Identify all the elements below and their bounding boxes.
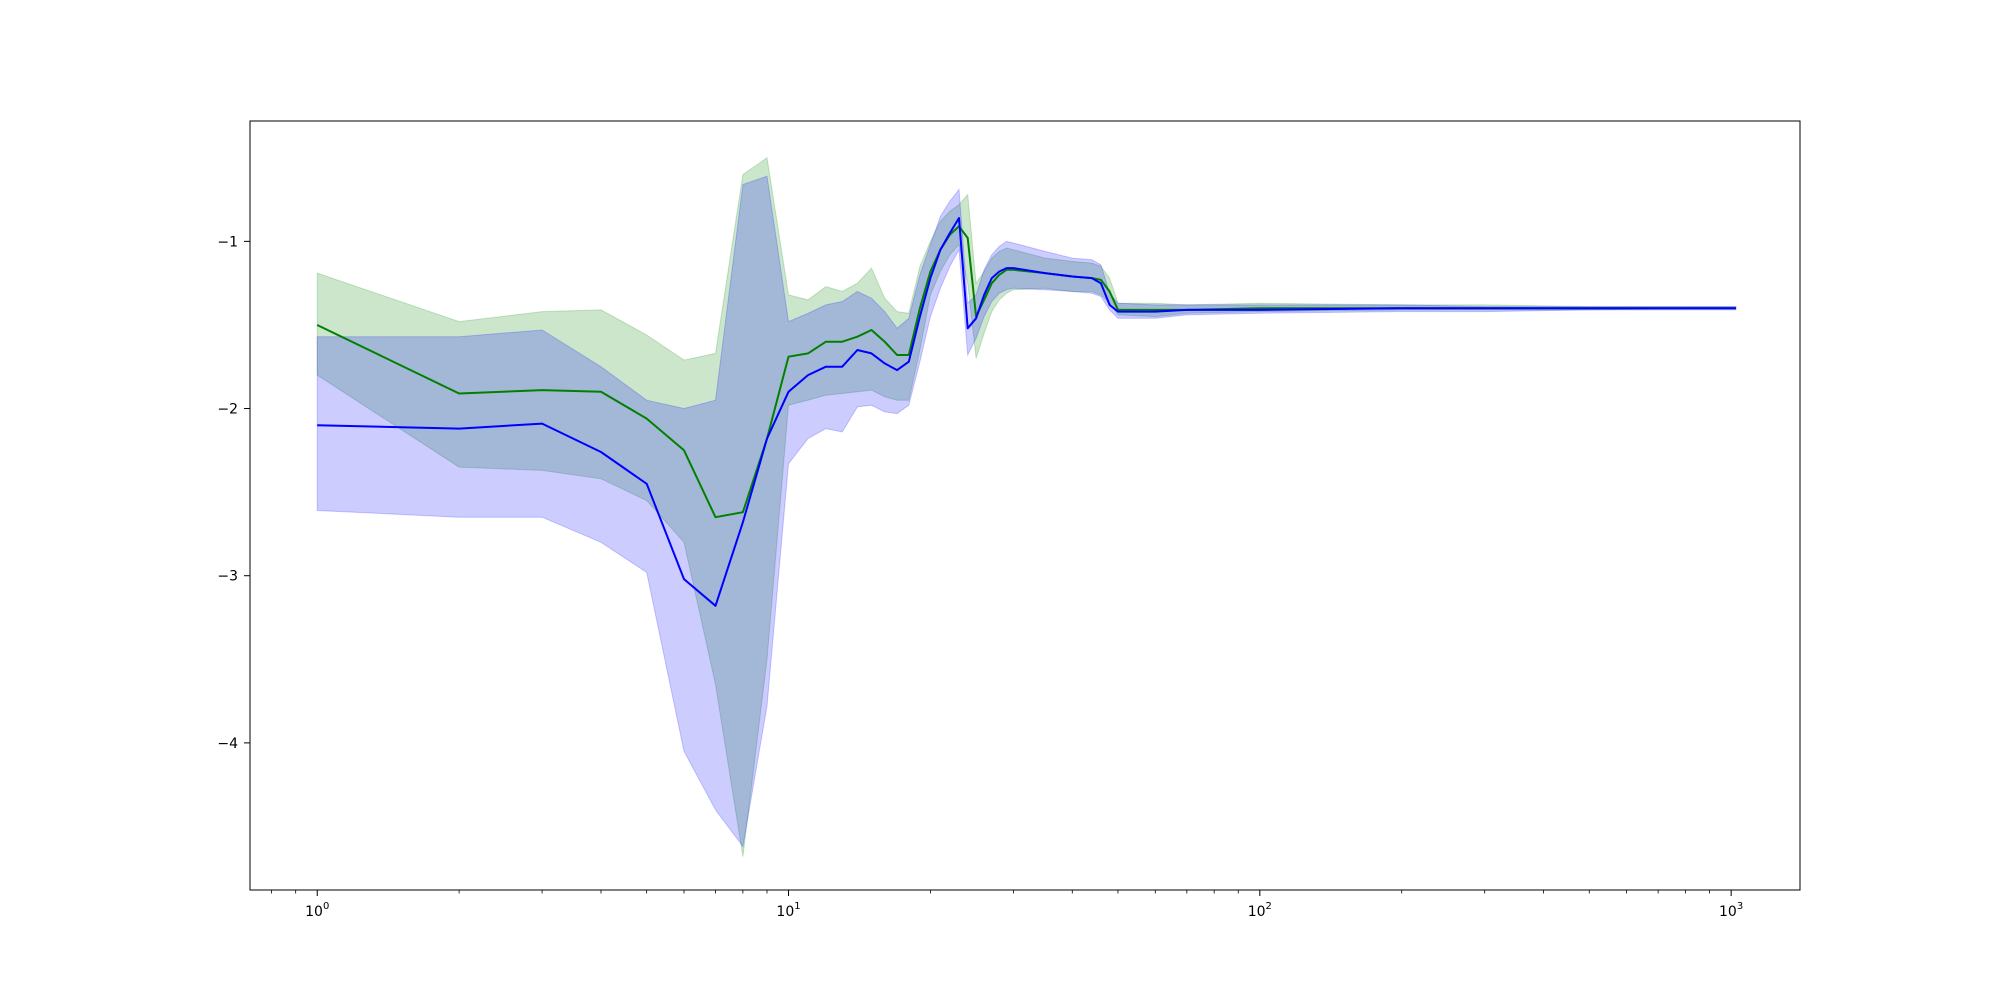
plot-frame bbox=[249, 120, 1801, 891]
y-axis: −1 −2 −3 −4 bbox=[217, 234, 250, 752]
series-lines bbox=[316, 217, 1736, 607]
band-series-1 bbox=[316, 175, 1737, 848]
line-series-1 bbox=[317, 217, 1736, 607]
y-tick-label-0: −1 bbox=[217, 234, 238, 250]
y-tick-label-3: −4 bbox=[217, 736, 238, 752]
y-tick-label-1: −2 bbox=[217, 402, 238, 418]
y-tick-label-2: −3 bbox=[217, 569, 238, 585]
